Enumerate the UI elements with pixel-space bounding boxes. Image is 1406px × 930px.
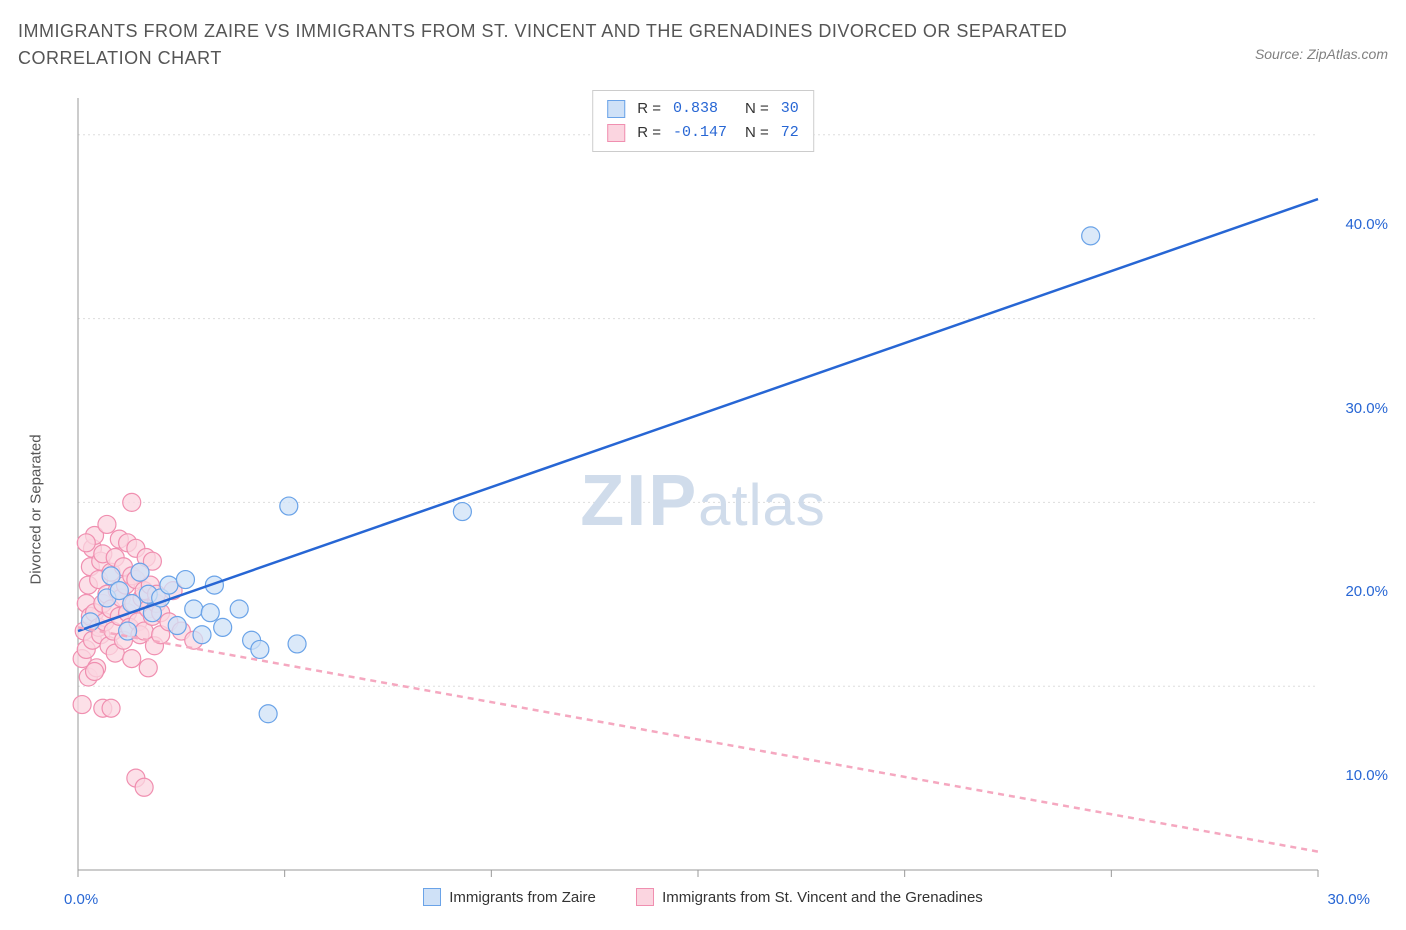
- swatch-svg: [607, 124, 625, 142]
- r-value-zaire: 0.838: [673, 97, 733, 121]
- stats-row-svg: R = -0.147 N = 72: [607, 121, 799, 145]
- y-tick: 10.0%: [1345, 767, 1388, 784]
- legend-label-svg: Immigrants from St. Vincent and the Gren…: [662, 889, 983, 906]
- stats-row-zaire: R = 0.838 N = 30: [607, 97, 799, 121]
- stats-legend: R = 0.838 N = 30 R = -0.147 N = 72: [592, 90, 814, 152]
- x-tick-first: 0.0%: [64, 891, 98, 908]
- r-label-2: R =: [637, 121, 661, 145]
- chart-title: IMMIGRANTS FROM ZAIRE VS IMMIGRANTS FROM…: [18, 18, 1118, 72]
- swatch-svg-2: [636, 888, 654, 906]
- source-attribution: Source: ZipAtlas.com: [1255, 46, 1388, 62]
- x-tick-last: 30.0%: [1327, 891, 1370, 908]
- legend-label-zaire: Immigrants from Zaire: [449, 889, 596, 906]
- n-value-zaire: 30: [781, 97, 799, 121]
- r-value-svg: -0.147: [673, 121, 733, 145]
- y-axis-label: Divorced or Separated: [28, 434, 45, 584]
- legend-item-zaire: Immigrants from Zaire: [423, 888, 596, 906]
- n-value-svg: 72: [781, 121, 799, 145]
- legend-item-svg: Immigrants from St. Vincent and the Gren…: [636, 888, 983, 906]
- y-tick: 40.0%: [1345, 216, 1388, 233]
- series-legend: Immigrants from Zaire Immigrants from St…: [18, 888, 1388, 910]
- y-tick: 20.0%: [1345, 583, 1388, 600]
- n-label: N =: [745, 97, 769, 121]
- swatch-zaire-2: [423, 888, 441, 906]
- n-label-2: N =: [745, 121, 769, 145]
- scatter-plot: [18, 90, 1388, 910]
- r-label: R =: [637, 97, 661, 121]
- swatch-zaire: [607, 100, 625, 118]
- y-tick: 30.0%: [1345, 400, 1388, 417]
